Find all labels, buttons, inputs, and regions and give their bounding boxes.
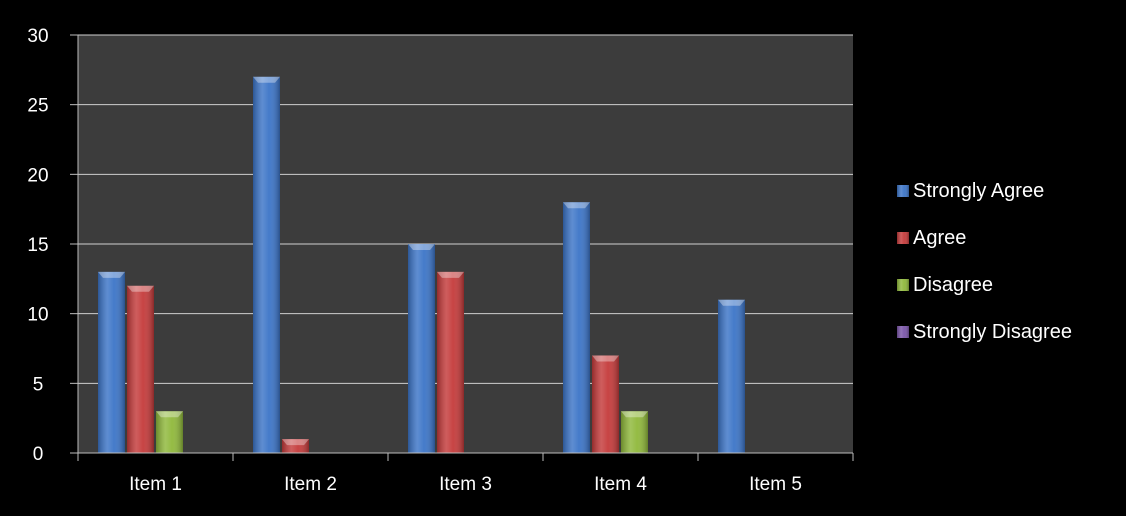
y-tick-label: 10	[27, 305, 48, 326]
y-tick-label: 15	[27, 235, 48, 256]
bar-shading	[282, 439, 309, 453]
bar-shading	[156, 411, 183, 453]
legend-item: Disagree	[897, 274, 993, 296]
y-tick-label: 0	[33, 444, 44, 465]
legend-label: Strongly Disagree	[913, 321, 1072, 343]
bar	[408, 244, 435, 453]
bar-shading	[253, 76, 280, 454]
bar-bevel	[98, 271, 125, 278]
bar-shading	[127, 285, 154, 453]
bars	[98, 76, 745, 454]
legend-label: Disagree	[913, 274, 993, 296]
legend-swatch-shading	[897, 326, 909, 338]
bar-bevel	[592, 355, 619, 362]
legend-swatch-shading	[897, 279, 909, 291]
bar	[718, 299, 745, 453]
legend-label: Strongly Agree	[913, 180, 1044, 202]
bar-bevel	[718, 299, 745, 306]
bar-bevel	[408, 244, 435, 250]
bar-bevel	[127, 285, 154, 292]
bar	[592, 355, 619, 453]
legend-item: Strongly Disagree	[897, 321, 1072, 343]
bar-bevel	[621, 411, 648, 418]
bar-bevel	[282, 439, 309, 446]
legend-item: Agree	[897, 227, 966, 249]
bar-bevel	[563, 202, 590, 209]
bar	[253, 76, 280, 454]
x-tick-label: Item 4	[594, 474, 647, 495]
y-tick-label: 25	[27, 96, 48, 117]
bar-shading	[718, 299, 745, 453]
bar	[563, 202, 590, 453]
axes: 0 5 10 15 20 25 30 Item 1 Item 2 Item 3 Item 4 Item…	[27, 26, 854, 495]
bar-bevel	[156, 411, 183, 418]
gridlines	[78, 34, 853, 384]
bar-shading	[408, 244, 435, 453]
x-tick-label: Item 2	[284, 474, 337, 495]
bar-bevel	[253, 76, 280, 83]
x-tick-label: Item 5	[749, 474, 802, 495]
x-tick-label: Item 1	[129, 474, 182, 495]
bar-shading	[437, 271, 464, 453]
bar	[437, 271, 464, 453]
y-tick-label: 5	[33, 374, 44, 395]
legend-swatch-shading	[897, 185, 909, 197]
legend: Strongly Agree Agree Disagree Strongly Disa…	[897, 180, 1072, 343]
legend-swatch-shading	[897, 232, 909, 244]
bar-shading	[563, 202, 590, 453]
y-tick-label: 30	[27, 26, 48, 47]
bar-shading	[98, 271, 125, 453]
legend-label: Agree	[913, 227, 966, 249]
bar	[282, 439, 309, 453]
bar-shading	[621, 411, 648, 453]
y-tick-label: 20	[27, 165, 48, 186]
bar-bevel	[437, 271, 464, 278]
bar-shading	[592, 355, 619, 453]
bar	[621, 411, 648, 453]
x-tick-label: Item 3	[439, 474, 492, 495]
bar	[98, 271, 125, 453]
bar	[156, 411, 183, 453]
bar	[127, 285, 154, 453]
legend-item: Strongly Agree	[897, 180, 1044, 202]
